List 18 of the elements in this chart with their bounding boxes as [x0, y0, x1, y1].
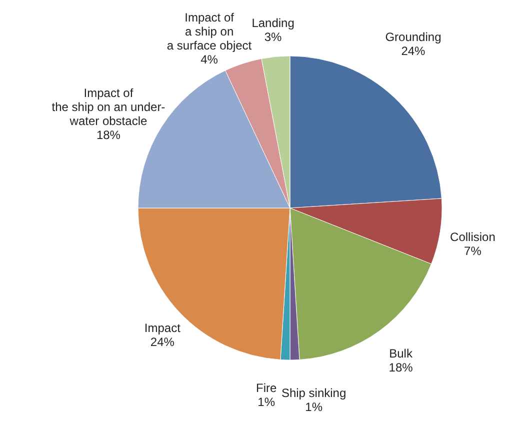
data-label: 1%: [258, 394, 276, 409]
slice-label: Impact of a ship on a surface object: [166, 10, 252, 52]
data-label: 24%: [150, 334, 175, 349]
data-label: 3%: [264, 30, 282, 44]
slice-label: Fire: [256, 380, 277, 395]
slice-label: Bulk: [389, 346, 414, 361]
slice-label: Collision: [450, 230, 496, 244]
data-label: 4%: [200, 52, 218, 66]
slice-label: Impact of the ship on an under- water obstacle: [52, 86, 166, 128]
data-label: 18%: [96, 128, 121, 142]
data-label: 18%: [388, 360, 414, 375]
slice-label: Ship sinking: [281, 386, 346, 400]
slice-label: Impact: [144, 320, 182, 335]
data-label: 7%: [464, 244, 482, 258]
slice-label: Landing: [252, 16, 294, 30]
data-label: 24%: [401, 44, 426, 58]
slice-label: Grounding: [385, 30, 442, 44]
data-label: 1%: [305, 400, 323, 414]
